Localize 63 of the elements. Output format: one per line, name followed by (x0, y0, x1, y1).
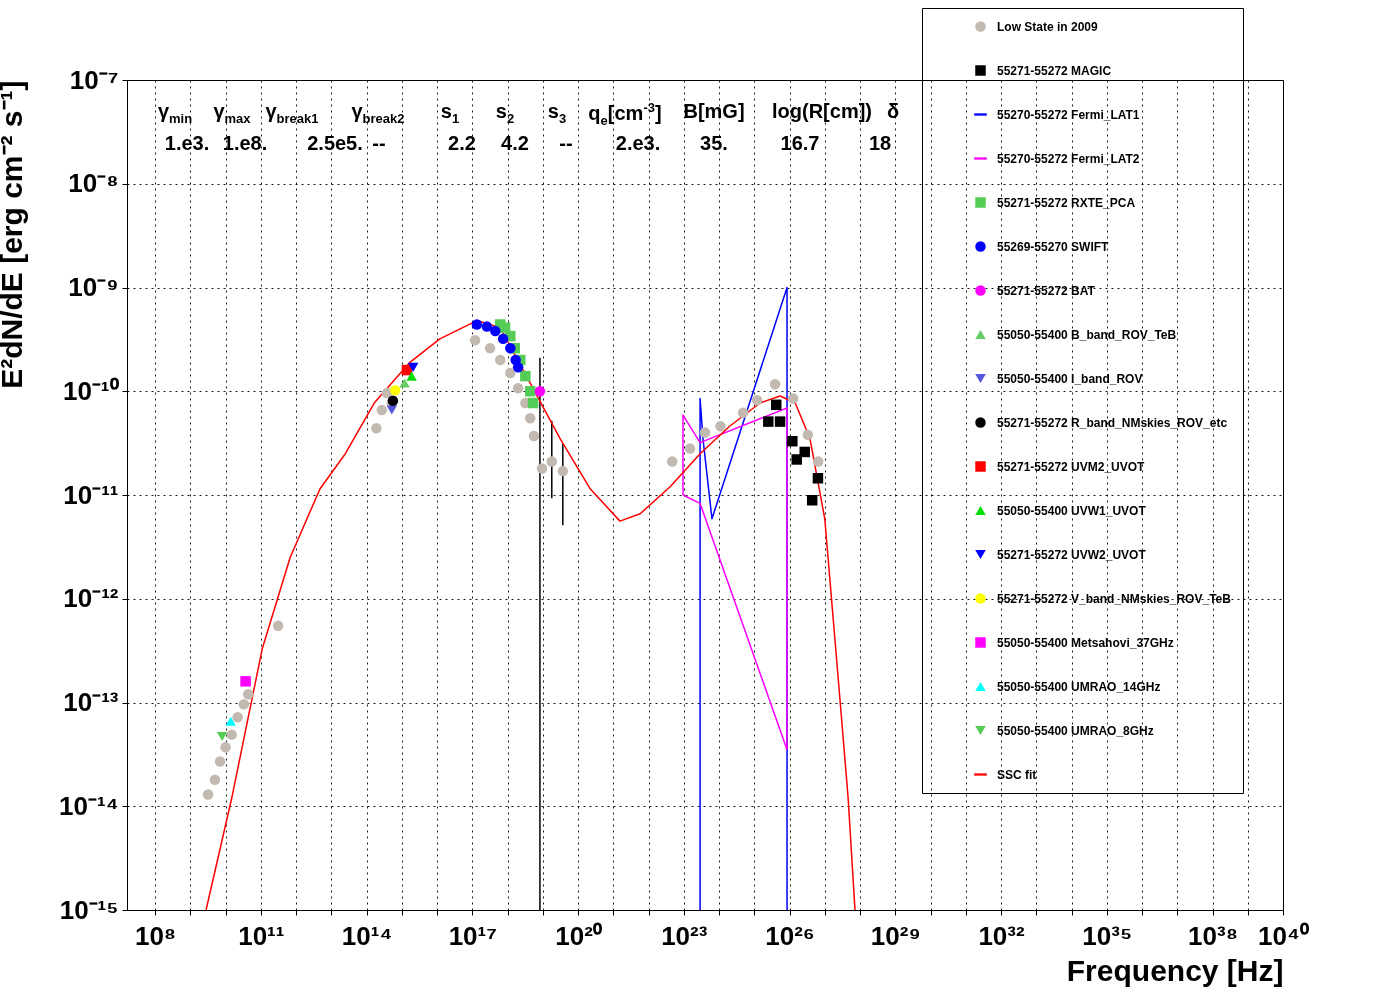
annotation: 18 (868, 132, 892, 155)
legend-label: 55271-55272 MAGIC (997, 63, 1112, 78)
legend-label: Low State in 2009 (997, 19, 1099, 34)
x-tick-label: 10³⁸ (1188, 920, 1238, 951)
legend-label: 55050-55400 I_band_ROV (997, 371, 1143, 386)
x-tick-label: 10²⁹ (870, 920, 921, 951)
y-tick-label: 10⁻¹³ (63, 687, 119, 717)
y-tick-label: 10⁻¹² (63, 583, 119, 614)
legend-label: 55270-55272 Fermi_LAT1 (997, 107, 1140, 122)
annotation: s$_{1}$ (440, 100, 460, 126)
legend-label: 55271-55272 UVW2_UVOT (997, 547, 1147, 562)
x-tick-label: 10⁴⁰ (1258, 920, 1310, 951)
x-tick-label: 10²⁰ (555, 920, 603, 951)
y-tick-label: 10⁻¹⁰ (62, 375, 120, 406)
legend-label: 55271-55272 UVM2_UVOT (997, 459, 1146, 474)
annotation: γ$_{break2}$ (351, 100, 405, 126)
x-tick-label: 10³⁵ (1082, 920, 1133, 951)
legend-label: SSC fit (997, 767, 1037, 782)
annotation: 4.2 (501, 132, 529, 155)
annotation: 16.7 (780, 132, 820, 155)
y-tick-label: 10⁻⁷ (69, 64, 119, 95)
x-tick-label: 10⁸ (134, 920, 177, 951)
legend-label: 55270-55272 Fermi_LAT2 (997, 151, 1140, 166)
y-tick-label: 10⁻¹¹ (63, 479, 119, 510)
legend-label: 55271-55272 RXTE_PCA (997, 195, 1136, 210)
legend-label: 55271-55272 R_band_NMskies_ROV_etc (997, 415, 1228, 430)
annotation: 1.e8. (222, 132, 268, 155)
annotation: γ$_{break1}$ (265, 100, 319, 126)
y-axis-title: E²dN/dE [erg cm⁻² s⁻¹] (0, 80, 28, 389)
x-axis-title: Frequency [Hz] (1066, 953, 1284, 987)
annotation: 2.5e5. (307, 132, 363, 155)
legend-label: 55050-55400 B_band_ROV_TeB (997, 327, 1177, 342)
legend-label: 55271-55272 BAT (997, 283, 1096, 298)
annotation: δ (886, 100, 900, 123)
annotation: -- (372, 132, 386, 155)
x-tick-label: 10³² (978, 920, 1025, 951)
x-tick-label: 10¹⁴ (341, 920, 393, 951)
annotation: 1.e3. (164, 132, 210, 155)
legend-label: 55050-55400 UMRAO_8GHz (997, 723, 1154, 738)
y-tick-label: 10⁻⁸ (68, 168, 119, 199)
annotation: 2.2 (448, 132, 476, 155)
annotation: s$_{3}$ (547, 100, 567, 126)
annotation: log(R[cm]) (772, 100, 872, 123)
annotation: -- (559, 132, 573, 155)
legend-label: 55050-55400 UMRAO_14GHz (997, 679, 1161, 694)
annotation: B[mG] (683, 100, 745, 123)
annotation: γ$_{min}$ (157, 100, 193, 126)
y-tick-label: 10⁻¹⁴ (59, 790, 119, 821)
x-tick-label: 10²³ (661, 920, 708, 951)
x-tick-label: 10¹¹ (238, 920, 285, 951)
legend-label: 55269-55270 SWIFT (997, 239, 1110, 254)
legend-label: 55271-55272 V_band_NMskies_ROV_TeB (997, 591, 1232, 606)
annotation: q$_{e}$[cm$^{-3}$] (588, 100, 662, 128)
y-tick-label: 10⁻¹⁵ (59, 894, 119, 925)
annotation: 2.e3. (615, 132, 661, 155)
annotation: s$_{2}$ (495, 100, 515, 126)
x-tick-label: 10¹⁷ (448, 920, 497, 951)
x-tick-label: 10²⁶ (765, 920, 815, 951)
legend-label: 55050-55400 Metsahovi_37GHz (997, 635, 1174, 650)
y-tick-label: 10⁻⁹ (68, 272, 119, 302)
legend-label: 55050-55400 UVW1_UVOT (997, 503, 1147, 518)
annotation: 35. (700, 132, 728, 155)
annotation: γ$_{max}$ (213, 100, 251, 126)
